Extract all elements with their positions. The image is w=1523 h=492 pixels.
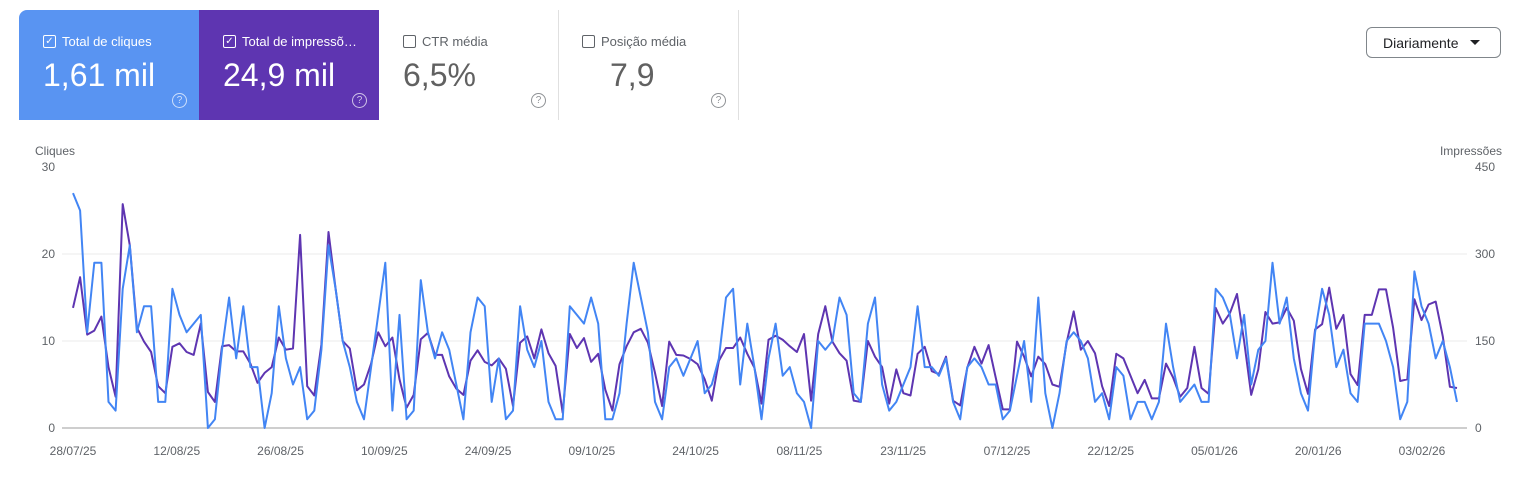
x-tick-label: 12/08/25 (153, 444, 200, 458)
right-tick-label: 150 (1475, 334, 1495, 348)
card-label: Posição média (601, 34, 687, 49)
help-icon[interactable]: ? (352, 93, 367, 108)
x-tick-label: 07/12/25 (984, 444, 1031, 458)
checkbox-unchecked-icon[interactable] (403, 35, 416, 48)
card-value: 7,9 (610, 57, 655, 93)
help-icon[interactable]: ? (172, 93, 187, 108)
granularity-label: Diariamente (1383, 34, 1459, 51)
right-tick-label: 450 (1475, 160, 1495, 174)
x-tick-label: 22/12/25 (1087, 444, 1134, 458)
help-icon[interactable]: ? (711, 93, 726, 108)
series-line-cliques (72, 192, 1458, 429)
card-label: Total de cliques (62, 34, 152, 49)
x-tick-label: 20/01/26 (1295, 444, 1342, 458)
left-tick-label: 0 (48, 421, 55, 435)
x-tick-label: 24/09/25 (465, 444, 512, 458)
card-value: 6,5% (403, 57, 476, 93)
granularity-dropdown[interactable]: Diariamente (1366, 27, 1501, 58)
series-line-impressões (72, 203, 1458, 414)
card-label: CTR média (422, 34, 488, 49)
x-tick-label: 23/11/25 (880, 444, 926, 458)
right-tick-label: 0 (1475, 421, 1482, 435)
right-tick-label: 300 (1475, 247, 1495, 261)
checkbox-unchecked-icon[interactable] (582, 35, 595, 48)
left-tick-label: 20 (42, 247, 56, 261)
card-average-position[interactable]: Posição média 7,9 ? (558, 10, 739, 120)
left-tick-label: 30 (42, 160, 56, 174)
x-tick-label: 28/07/25 (50, 444, 97, 458)
caret-down-icon (1470, 40, 1481, 45)
card-average-ctr[interactable]: CTR média 6,5% ? (379, 10, 559, 120)
card-label: Total de impressõ… (242, 34, 357, 49)
x-tick-label: 03/02/26 (1399, 444, 1446, 458)
x-tick-label: 05/01/26 (1191, 444, 1238, 458)
right-axis-label: Impressões (1440, 144, 1502, 158)
left-axis-label: Cliques (35, 144, 75, 158)
checkbox-checked-icon[interactable]: ✓ (223, 35, 236, 48)
x-tick-label: 08/11/25 (776, 444, 822, 458)
card-value: 24,9 mil (223, 57, 336, 93)
left-tick-label: 10 (42, 334, 56, 348)
card-value: 1,61 mil (43, 57, 156, 93)
x-tick-label: 09/10/25 (568, 444, 615, 458)
x-tick-label: 10/09/25 (361, 444, 408, 458)
x-tick-label: 24/10/25 (672, 444, 719, 458)
x-tick-label: 26/08/25 (257, 444, 304, 458)
card-total-clicks[interactable]: ✓ Total de cliques 1,61 mil ? (19, 10, 199, 120)
help-icon[interactable]: ? (531, 93, 546, 108)
card-total-impressions[interactable]: ✓ Total de impressõ… 24,9 mil ? (199, 10, 379, 120)
checkbox-checked-icon[interactable]: ✓ (43, 35, 56, 48)
